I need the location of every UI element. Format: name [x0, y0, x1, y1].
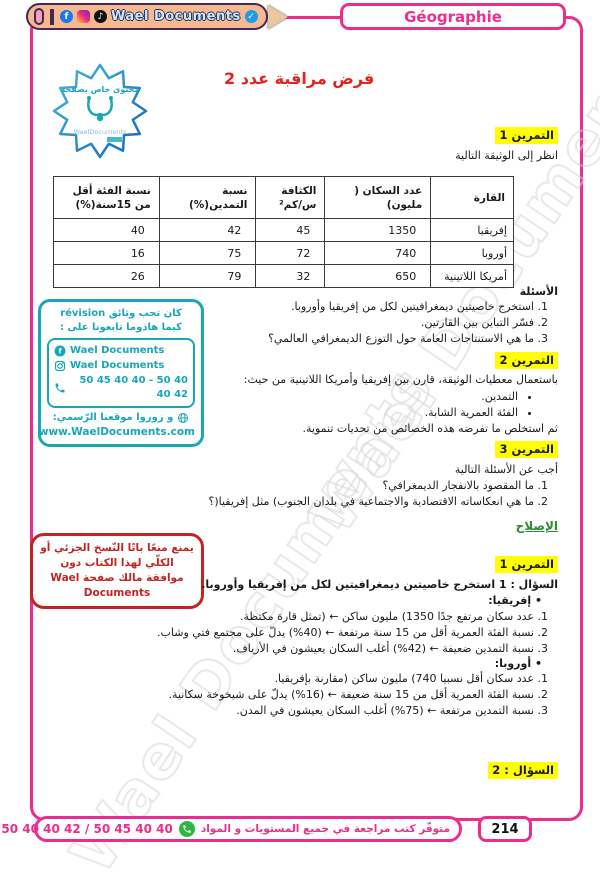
answer-item: نسبة الفئة العمرية أقل من 15 سنة مرتفعة …: [53, 625, 534, 640]
col-population: عدد السكان ( مليون): [324, 176, 432, 219]
demographics-table: القارة عدد السكان ( مليون) الكثافة س/كم²…: [53, 176, 514, 288]
exercise3-intro: أجب عن الأسئلة التالية: [454, 463, 558, 476]
questions-title: الأسئلة: [519, 285, 558, 298]
question-item: ما المقصود بالانفجار الديمغرافي؟: [208, 478, 534, 493]
answer-item: نسبة التمدين مرتفعة ← (75%) أغلب السكان …: [53, 703, 534, 718]
cell-continent: أمريكا اللاتينية: [430, 264, 514, 288]
question-item: ما هي الاستنتاجات العامة حول التوزع الدي…: [268, 331, 534, 346]
instagram-icon: [77, 10, 90, 23]
table-row: إفريقيا 1350 45 42 40: [53, 218, 514, 242]
bullet-item: التمدين.: [425, 389, 518, 404]
col-under15: نسبة الفئة أقل من 15سنة(%): [53, 176, 160, 219]
page-number: 214: [478, 816, 532, 842]
cell-population: 740: [324, 241, 432, 265]
stethoscope-icon: [87, 96, 113, 122]
exercise1-questions: استخرج خاصيتين ديمغرافيتين لكل من إفريقي…: [268, 299, 558, 347]
question-item: ما هي انعكاساته الاقتصادية والاجتماعية ف…: [208, 494, 534, 509]
africa-heading: إفريقيا:: [488, 593, 542, 608]
cell-urbanization: 75: [158, 241, 257, 265]
exercise3-label: التمرين 3: [495, 441, 558, 458]
exercise2-outro: ثم استخلص ما تفرضه هذه الخصائص من تحديات…: [302, 422, 558, 435]
correction-question2-label: السؤال : 2: [488, 762, 558, 779]
cell-under15: 16: [53, 241, 160, 265]
copyright-warning-box: يمنع منعًا باتًا النّسخ الجزئي أو الكلّي…: [30, 533, 204, 609]
table-row: أوروبا 740 72 75 16: [53, 241, 514, 265]
correction-title: الإصلاح: [515, 519, 558, 533]
col-urbanization: نسبة التمدين(%): [158, 176, 257, 219]
header-pencil-banner: f ♪ Wael Documents ✓: [26, 3, 288, 30]
cell-density: 72: [255, 241, 326, 265]
cell-urbanization: 79: [158, 264, 257, 288]
exercise3-questions: ما المقصود بالانفجار الديمغرافي؟ ما هي ا…: [208, 478, 558, 510]
correction-question1: السؤال : 1 استخرج خاصيتين ديمغرافيتين لك…: [201, 578, 558, 591]
answer-item: عدد سكان أقل نسبيا 740) مليون ساكن (مقار…: [53, 671, 534, 686]
question-item: فسّر التباين بين القارتين.: [268, 315, 534, 330]
cell-under15: 26: [53, 264, 160, 288]
pencil-tip: [267, 4, 288, 29]
page-stamp-badge: محتوى خاص بصفحة WaelDocuments: [52, 63, 148, 159]
pencil-eraser: [34, 8, 44, 25]
badge-brand: WaelDocuments: [74, 128, 127, 136]
brand-name: Wael Documents: [111, 9, 241, 24]
correction-exercise1-label: التمرين 1: [495, 556, 558, 573]
question-item: استخرج خاصيتين ديمغرافيتين لكل من إفريقي…: [268, 299, 534, 314]
exercise1-label: التمرين 1: [495, 127, 558, 144]
europe-heading: أوروبا:: [495, 656, 542, 671]
verified-badge-icon: ✓: [244, 10, 258, 23]
answer-item: نسبة التمدين ضعيفة ← (42%) أغلب السكان ي…: [53, 641, 534, 656]
footer-slogan: متوفّر كتب مراجعة في جميع المستويات و ال…: [200, 823, 450, 835]
cell-density: 32: [255, 264, 326, 288]
badge-accent-bar: [107, 137, 122, 142]
facebook-icon: f: [60, 10, 73, 23]
answer-item: عدد سكان مرتفع جدًا 1350) مليون ساكن ← (…: [53, 609, 534, 624]
globe-icon: [178, 413, 189, 423]
col-continent: القارة: [430, 176, 514, 219]
phone-icon: [54, 382, 66, 394]
exercise1-intro: انظر إلى الوثيقة التالية: [455, 149, 558, 162]
exercise2-bullets: التمدين. الفئة العمرية الشابة.: [425, 389, 558, 421]
starburst-shape: [52, 63, 148, 159]
footer-phones: 50 40 40 42 / 50 45 40 40: [1, 822, 173, 836]
pencil-body: f ♪ Wael Documents ✓: [26, 3, 268, 30]
footer-contact-pill: متوفّر كتب مراجعة في جميع المستويات و ال…: [1, 816, 462, 842]
exercise2-label: التمرين 2: [495, 352, 558, 369]
europe-points: عدد سكان أقل نسبيا 740) مليون ساكن (مقار…: [53, 671, 558, 719]
bullet-item: الفئة العمرية الشابة.: [425, 405, 518, 420]
contact-info-box: كان تحب وثائق révision كيما هاذوما تابعو…: [38, 299, 204, 447]
pencil-ferrule: [50, 8, 54, 25]
document-title: فرض مراقبة عدد 2: [224, 69, 375, 88]
svg-text:f: f: [58, 348, 62, 356]
table-header-row: القارة عدد السكان ( مليون) الكثافة س/كم²…: [53, 176, 514, 219]
col-density: الكثافة س/كم²: [255, 176, 326, 219]
instagram-icon: [54, 360, 66, 372]
cell-population: 650: [324, 264, 432, 288]
cell-density: 45: [255, 218, 326, 242]
africa-points: عدد سكان مرتفع جدًا 1350) مليون ساكن ← (…: [53, 609, 558, 657]
cell-population: 1350: [324, 218, 432, 242]
contact-phones: 50 45 40 40 - 50 40 40 42: [79, 375, 188, 400]
badge-tagline: محتوى خاص بصفحة: [61, 85, 140, 95]
contact-line1: كان تحب وثائق révision: [60, 308, 182, 319]
exercise2-intro: باستعمال معطيات الوثيقة، قارن بين إفريقي…: [243, 373, 558, 386]
website-label: و زوروا موقعنا الرّسمي:: [52, 412, 174, 423]
contact-line2: كيما هاذوما تابعونا على :: [60, 322, 182, 333]
cell-continent: إفريقيا: [430, 218, 514, 242]
cell-urbanization: 42: [158, 218, 257, 242]
table-row: أمريكا اللاتينية 650 32 79 26: [53, 264, 514, 288]
facebook-icon: f: [54, 345, 66, 357]
phone-row: 50 45 40 40 - 50 40 40 42: [54, 374, 188, 402]
instagram-row: Wael Documents: [54, 359, 188, 373]
facebook-row: f Wael Documents: [54, 344, 188, 358]
tiktok-icon: ♪: [94, 10, 107, 23]
website-url: www.WaelDocuments.com: [38, 426, 195, 438]
website-label-row: و زوروا موقعنا الرّسمي:: [47, 411, 195, 425]
subject-label: Géographie: [340, 3, 566, 30]
social-links-box: f Wael Documents Wael Documents 50 45 40…: [47, 338, 195, 408]
facebook-handle: Wael Documents: [70, 345, 165, 356]
cell-continent: أوروبا: [430, 241, 514, 265]
instagram-handle: Wael Documents: [70, 360, 165, 371]
whatsapp-icon: [178, 821, 195, 837]
answer-item: نسبة الفئة العمرية أقل من 15 سنة ضعيفة ←…: [53, 687, 534, 702]
cell-under15: 40: [53, 218, 160, 242]
